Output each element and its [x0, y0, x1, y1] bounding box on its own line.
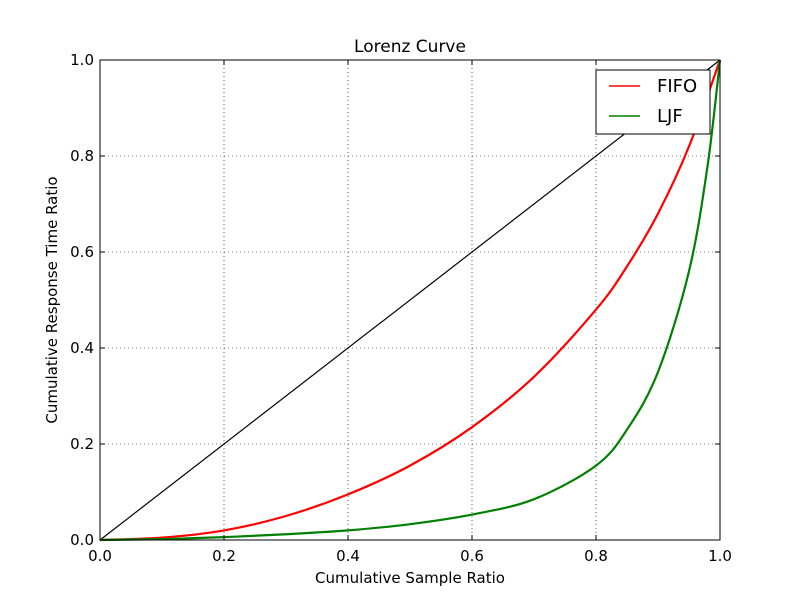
equality-line	[99, 59, 721, 541]
x-axis-label: Cumulative Sample Ratio	[315, 569, 505, 587]
legend-label-fifo: FIFO	[657, 76, 697, 97]
y-tick-label: 0.2	[70, 435, 94, 453]
legend-label-ljf: LJF	[657, 106, 683, 127]
x-tick-label: 1.0	[708, 547, 732, 565]
plot-frame	[99, 59, 721, 541]
y-tick-label: 0.8	[70, 147, 94, 165]
x-tick-label: 0.4	[336, 547, 360, 565]
y-tick-label: 0.0	[70, 531, 94, 549]
y-axis-label: Cumulative Response Time Ratio	[43, 176, 61, 423]
series-line-fifo	[99, 59, 722, 542]
chart-title: Lorenz Curve	[354, 37, 466, 57]
x-tick-label: 0.2	[212, 547, 236, 565]
ticks: 0.0 0.2 0.4 0.6 0.8 1.0 0.0 0.2 0.4 0.6 0.8 1.0	[70, 51, 732, 565]
x-tick-label: 0.8	[584, 547, 608, 565]
x-tick-label: 0.6	[460, 547, 484, 565]
y-tick-label: 1.0	[70, 51, 94, 69]
y-tick-label: 0.6	[70, 243, 94, 261]
x-tick-label: 0.0	[88, 547, 112, 565]
series-lines	[99, 59, 722, 542]
series-line-ljf	[99, 59, 722, 542]
legend-box	[595, 69, 711, 135]
legend: FIFO LJF	[595, 69, 711, 135]
y-tick-label: 0.4	[70, 339, 94, 357]
